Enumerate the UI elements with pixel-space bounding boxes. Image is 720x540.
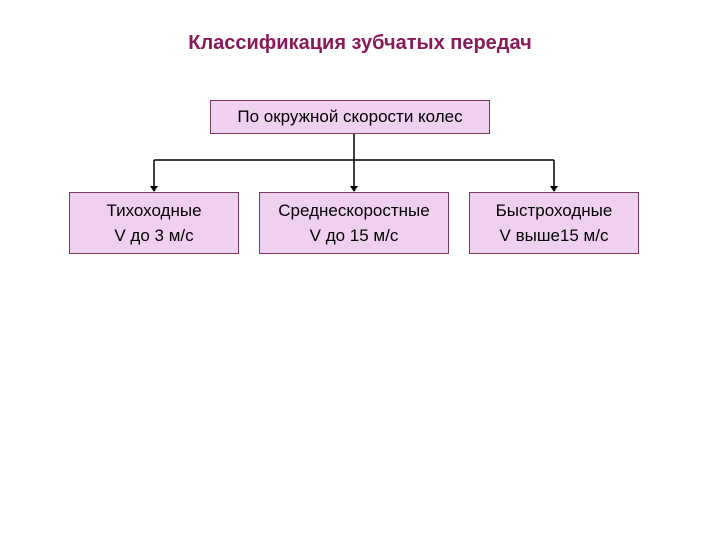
connector-lines [0,0,720,540]
